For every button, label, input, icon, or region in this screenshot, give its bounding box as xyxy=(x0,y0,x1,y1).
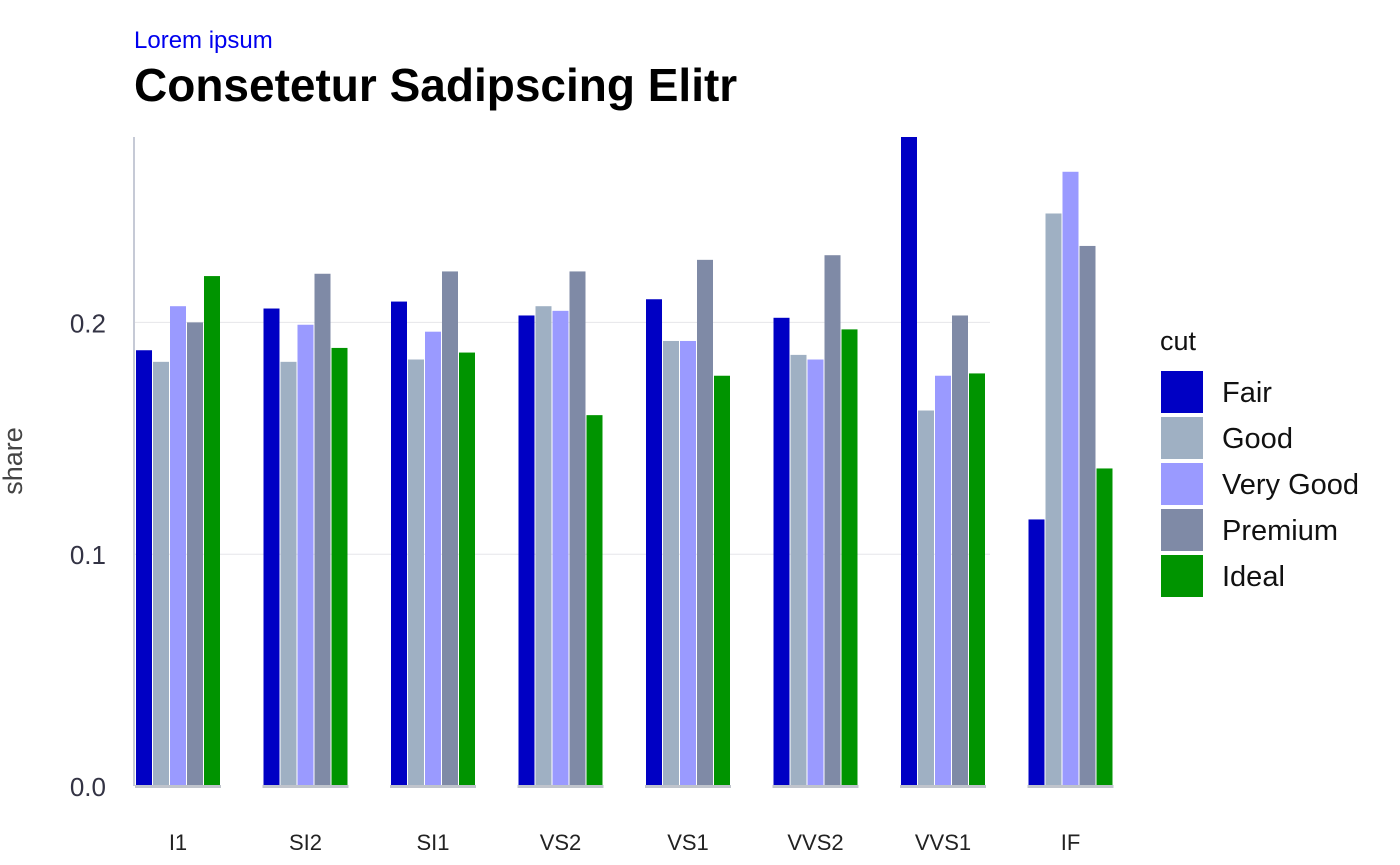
x-tick-label: SI2 xyxy=(289,830,322,855)
x-tick-label: VVS1 xyxy=(915,830,971,855)
bars-layer xyxy=(136,137,1113,787)
y-tick-label: 0.2 xyxy=(70,308,106,338)
legend-label: Fair xyxy=(1222,377,1272,409)
bar-premium xyxy=(187,322,203,786)
legend-label: Very Good xyxy=(1222,469,1359,501)
x-tick-label: IF xyxy=(1061,830,1081,855)
bar-good xyxy=(280,361,297,786)
bar-premium xyxy=(824,255,841,787)
bar-premium xyxy=(1079,245,1096,787)
y-axis-label: share xyxy=(0,427,28,495)
y-tick-label: 0.1 xyxy=(70,540,106,570)
bar-ideal xyxy=(459,352,475,786)
axis-layer: I1 SI2 SI1 VS2 VS1 VVS2 VVS1 IF 0.0 0.1 0.2 share xyxy=(0,137,1114,855)
bar-ideal xyxy=(841,329,858,786)
bar-good xyxy=(663,340,679,786)
bar-fair xyxy=(391,301,407,786)
bar-fair xyxy=(646,299,662,786)
bar-very-good xyxy=(552,310,569,786)
bar-good xyxy=(408,359,424,786)
bar-ideal xyxy=(586,415,603,786)
bar-ideal xyxy=(969,373,985,786)
legend-swatch xyxy=(1159,507,1205,553)
y-tick-label: 0.0 xyxy=(70,772,106,802)
bar-ideal xyxy=(714,375,730,786)
bar-fair xyxy=(136,350,152,786)
legend-layer: cut Fair Good Very Good Premium Ideal xyxy=(1159,326,1359,599)
bar-ideal xyxy=(1096,468,1113,786)
bar-premium xyxy=(442,271,458,787)
bar-ideal xyxy=(331,347,348,786)
legend-label: Ideal xyxy=(1222,561,1285,593)
bar-very-good xyxy=(425,331,441,786)
legend-title: cut xyxy=(1160,326,1197,356)
bar-premium xyxy=(952,315,968,786)
bar-fair xyxy=(263,308,280,786)
bar-very-good xyxy=(1062,171,1079,787)
legend-label: Premium xyxy=(1222,515,1338,547)
chart-subtitle: Lorem ipsum xyxy=(134,27,273,54)
bar-ideal xyxy=(204,276,220,786)
bar-good xyxy=(790,354,807,786)
bar-premium xyxy=(314,273,331,787)
bar-good xyxy=(535,306,552,786)
bar-premium xyxy=(569,271,586,787)
bar-very-good xyxy=(170,306,186,786)
bar-fair xyxy=(518,315,535,786)
bar-fair xyxy=(1028,519,1045,786)
x-tick-label: VS2 xyxy=(540,830,582,855)
bar-very-good xyxy=(935,375,951,786)
legend-label: Good xyxy=(1222,423,1293,455)
bar-fair xyxy=(901,137,917,786)
x-tick-label: VS1 xyxy=(667,830,709,855)
x-tick-label: SI1 xyxy=(416,830,449,855)
bar-premium xyxy=(697,259,713,786)
legend-swatch xyxy=(1159,461,1205,507)
bar-good xyxy=(153,361,169,786)
bar-very-good xyxy=(807,359,824,786)
x-tick-label: VVS2 xyxy=(787,830,843,855)
bar-very-good xyxy=(680,340,696,786)
bar-very-good xyxy=(297,324,314,786)
bar-good xyxy=(918,410,934,786)
bar-good xyxy=(1045,213,1062,787)
legend-swatch xyxy=(1159,553,1205,599)
bar-fair xyxy=(773,317,790,786)
legend-swatch xyxy=(1159,415,1205,461)
x-tick-label: I1 xyxy=(169,830,187,855)
legend-swatch xyxy=(1159,369,1205,415)
chart-title: Consetetur Sadipscing Elitr xyxy=(134,59,738,111)
